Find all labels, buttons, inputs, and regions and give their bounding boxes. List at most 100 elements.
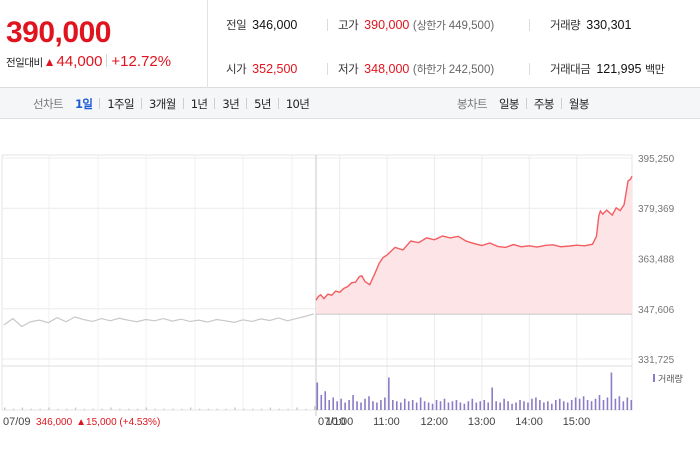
quote-panel: 390,000 전일대비▲44,000 +12.72% 전일 346,000 고가 3…	[0, 0, 700, 88]
tab-candle-period-2[interactable]: 월봉	[568, 96, 590, 111]
quote-stats: 전일 346,000 고가 390,000 (상한가 449,500) 거래량 330…	[208, 0, 700, 88]
price-chart[interactable]: 395,250 379,369 363,488 347,606 331,725 거래량 07…	[0, 120, 700, 450]
x-tick-label: 10:00	[326, 416, 354, 428]
volume-bar	[427, 402, 430, 410]
volume-bar	[539, 400, 541, 410]
tab-line-period-0[interactable]: 1일	[74, 96, 93, 111]
volume-bar	[4, 407, 6, 410]
volume-bar	[527, 402, 529, 410]
tab-line-period-1[interactable]: 1주일	[107, 96, 135, 111]
tab-divider	[99, 98, 101, 109]
today-price-line[interactable]	[315, 175, 633, 301]
prev-day-summary: 346,000 ▲15,000 (+4.53%)	[36, 417, 160, 428]
volume-bar	[578, 398, 581, 410]
volume-bar	[407, 401, 410, 410]
tab-divider	[277, 98, 279, 109]
volume-bar	[523, 401, 525, 410]
volume-bar	[586, 400, 589, 410]
stat-trade-amount: 거래대금 121,995 백만	[550, 61, 665, 77]
change-amount: 44,000	[56, 53, 103, 70]
volume-bar	[543, 402, 545, 410]
volume-bar	[74, 407, 77, 410]
divider	[529, 63, 530, 75]
upper-limit-value: 449,500	[448, 20, 491, 32]
volume-bar	[128, 408, 130, 410]
volume-bar	[558, 398, 561, 410]
up-triangle-icon: ▲	[43, 55, 56, 69]
volume-bar	[495, 401, 497, 410]
volume-bar	[332, 397, 334, 410]
tab-line-period-4[interactable]: 3년	[222, 96, 240, 111]
volume-bar	[225, 408, 227, 410]
volume-bar	[145, 407, 148, 410]
volume-bar	[340, 398, 342, 410]
volume-bar	[172, 408, 174, 410]
volume-bar	[376, 402, 378, 410]
price-chart-svg[interactable]: 395,250 379,369 363,488 347,606 331,725 거래량 07…	[0, 120, 700, 450]
volume-bar	[479, 401, 482, 410]
line-period-list: 1일 1주일 3개월 1년 3년 5년 10년	[74, 96, 310, 112]
volume-bar	[163, 408, 165, 410]
prev-day-price: 346,000	[36, 417, 73, 428]
volume-bar	[598, 395, 601, 410]
volume-bar	[316, 382, 319, 410]
volume-bar	[12, 408, 15, 410]
tab-line-period-2[interactable]: 3개월	[149, 96, 176, 111]
tab-candle-period-1[interactable]: 주봉	[533, 96, 555, 111]
change-rate: +12.72%	[111, 53, 172, 70]
tab-divider	[182, 98, 184, 109]
y-tick-label: 331,725	[638, 355, 675, 366]
tab-divider	[525, 98, 527, 109]
volume-bar	[190, 407, 192, 410]
volume-bar	[491, 387, 493, 410]
current-price: 390,000	[6, 16, 111, 49]
amount-unit: 백만	[645, 63, 665, 76]
volume-bar	[443, 398, 446, 410]
tab-divider	[214, 98, 216, 109]
tab-line-period-3[interactable]: 1년	[190, 96, 208, 111]
volume-bar	[57, 408, 59, 410]
volume-bar	[566, 402, 569, 410]
divider	[106, 54, 108, 67]
volume-bar	[499, 402, 501, 410]
volume-bar	[30, 408, 32, 410]
today-price-area	[316, 176, 632, 314]
stat-high: 고가 390,000 (상한가 449,500)	[338, 18, 495, 32]
volume-bar	[39, 408, 41, 410]
tab-line-period-5[interactable]: 5년	[254, 96, 271, 111]
volume-bar	[519, 400, 521, 410]
volume-bar	[451, 401, 454, 410]
volume-bar	[423, 401, 426, 410]
volume-bar	[352, 395, 354, 410]
volume-bar	[278, 408, 280, 410]
volume-bar	[296, 407, 298, 410]
volume-bar	[154, 408, 156, 410]
stat-label: 고가	[338, 18, 359, 32]
volume-bar	[356, 401, 358, 410]
volume-bar	[364, 398, 366, 410]
divider	[327, 63, 328, 75]
volume-bar	[344, 402, 346, 410]
stat-label: 저가	[338, 62, 359, 76]
x-tick-label: 13:00	[468, 416, 496, 428]
volume-bar	[380, 400, 382, 410]
volume-bar	[403, 398, 406, 410]
x-tick-label: 15:00	[563, 416, 591, 428]
stat-value: 348,000	[364, 62, 410, 76]
volume-bar	[511, 403, 513, 410]
volume-bar	[554, 400, 557, 410]
volume-bar	[507, 401, 509, 410]
volume-bar	[574, 397, 577, 410]
volume-bar	[314, 406, 316, 410]
volume-bar	[547, 401, 549, 410]
volume-bar	[83, 408, 86, 410]
tab-line-period-6[interactable]: 10년	[285, 96, 310, 111]
line-chart-label: 선차트	[33, 96, 64, 111]
volume-bar	[535, 397, 537, 410]
stat-label: 거래대금	[550, 62, 591, 76]
volume-bar	[110, 407, 112, 410]
volume-bar	[431, 403, 434, 410]
stat-volume: 거래량 330,301	[550, 17, 631, 33]
divider	[327, 19, 328, 31]
tab-candle-period-0[interactable]: 일봉	[498, 96, 520, 111]
